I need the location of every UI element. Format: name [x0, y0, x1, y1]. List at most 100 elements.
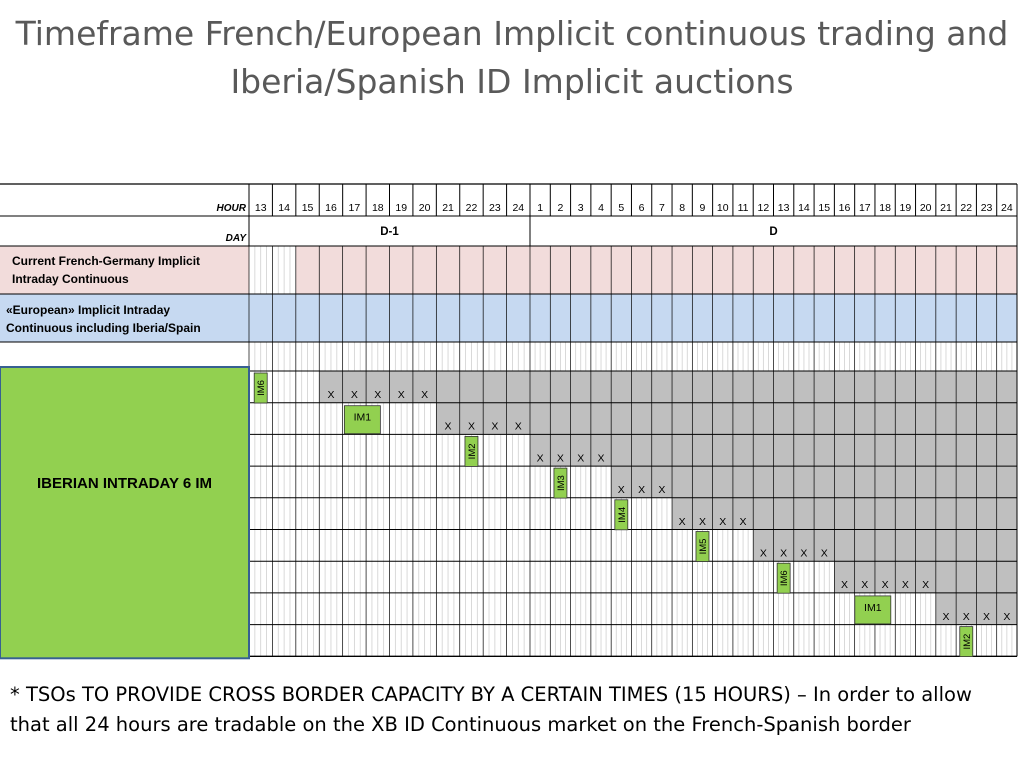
auction-blocked-area [753, 529, 1017, 562]
closed-hour-mark: X [491, 421, 498, 433]
closed-hour-mark: X [638, 484, 645, 496]
title-line-1: Timeframe French/European Implicit conti… [15, 14, 1009, 53]
hour-tick-label: 14 [798, 202, 810, 214]
footnote-line-2: that all 24 hours are tradable on the XB… [10, 713, 911, 736]
auction-marker [343, 405, 381, 435]
hour-tick-label: 11 [738, 202, 749, 214]
hour-tick-label: 16 [839, 202, 851, 214]
closed-hour-mark: X [468, 421, 475, 433]
closed-hour-mark: X [537, 452, 544, 464]
hour-tick-label: 23 [489, 202, 501, 214]
auction-marker-label: IM2 [467, 443, 478, 459]
hour-tick-label: 3 [578, 202, 584, 214]
closed-hour-mark: X [327, 389, 334, 401]
closed-hour-mark: X [861, 579, 868, 591]
closed-hour-mark: X [421, 389, 428, 401]
hour-tick-label: 23 [981, 202, 993, 214]
band-row-label-bg [0, 294, 249, 342]
hour-tick-label: 12 [758, 202, 770, 214]
band-row-label: Continuous including Iberia/Spain [6, 321, 201, 335]
auction-blocked-area [672, 497, 1017, 530]
iberian-label-block [0, 366, 250, 660]
auction-marker-label: IM1 [354, 412, 372, 424]
hour-tick-label: 18 [879, 202, 891, 214]
hour-tick-label: 20 [419, 202, 431, 214]
auction-marker-label: IM6 [256, 380, 267, 396]
auction-marker-label: IM4 [617, 507, 628, 523]
auction-blocked-area [436, 402, 1017, 435]
hour-tick-label: 13 [255, 202, 267, 214]
auction-marker-label: IM1 [864, 602, 882, 614]
auction-marker [553, 467, 568, 499]
hour-tick-label: 21 [442, 202, 454, 214]
closed-hour-mark: X [841, 579, 848, 591]
closed-hour-mark: X [577, 452, 584, 464]
auction-marker-label: IM2 [962, 634, 973, 650]
closed-hour-mark: X [445, 421, 452, 433]
day-group-label: D-1 [380, 226, 399, 238]
closed-hour-mark: X [719, 516, 726, 528]
band-row-label-bg [0, 246, 249, 294]
closed-hour-mark: X [658, 484, 665, 496]
hour-tick-label: 9 [700, 202, 706, 214]
closed-hour-mark: X [598, 452, 605, 464]
hour-label: HOUR [217, 203, 247, 214]
hour-tick-label: 19 [900, 202, 912, 214]
closed-hour-mark: X [780, 548, 787, 560]
closed-hour-mark: X [963, 611, 970, 623]
hour-tick-label: 22 [960, 202, 972, 214]
auction-blocked-area [834, 561, 1017, 593]
hour-tick-label: 5 [618, 202, 624, 214]
band-row-label: Current French-Germany Implicit [12, 254, 200, 268]
closed-hour-mark: X [902, 579, 909, 591]
hour-tick-label: 4 [598, 202, 604, 214]
closed-hour-mark: X [760, 548, 767, 560]
closed-hour-mark: X [983, 611, 990, 623]
closed-hour-mark: X [942, 611, 949, 623]
auction-marker [614, 499, 629, 531]
hour-tick-label: 8 [679, 202, 685, 214]
closed-hour-mark: X [679, 516, 686, 528]
band-row-fill [295, 246, 1017, 294]
hour-tick-label: 24 [512, 202, 524, 214]
footnote-line-1: * TSOs TO PROVIDE CROSS BORDER CAPACITY … [10, 683, 972, 706]
hour-tick-label: 24 [1001, 202, 1013, 214]
hour-tick-label: 17 [349, 202, 361, 214]
band-row-fill [249, 294, 1017, 342]
hour-tick-label: 20 [920, 202, 932, 214]
auction-marker-label: IM6 [779, 570, 790, 586]
iberian-label: IBERIAN INTRADAY 6 IM [37, 475, 212, 492]
auction-marker [253, 372, 268, 404]
auction-marker [854, 595, 892, 625]
auction-marker-label: IM5 [698, 539, 709, 555]
footnote: * TSOs TO PROVIDE CROSS BORDER CAPACITY … [10, 680, 1010, 740]
hour-tick-label: 19 [395, 202, 407, 214]
hour-tick-label: 15 [818, 202, 830, 214]
auction-blocked-area [319, 371, 1017, 403]
hour-tick-label: 21 [940, 202, 952, 214]
auction-marker [776, 562, 791, 594]
hour-tick-label: 15 [302, 202, 314, 214]
closed-hour-mark: X [618, 484, 625, 496]
hour-tick-label: 10 [717, 202, 729, 214]
closed-hour-mark: X [1003, 611, 1010, 623]
hour-tick-label: 1 [537, 202, 543, 214]
closed-hour-mark: X [557, 452, 564, 464]
title-line-2: Iberia/Spanish ID Implicit auctions [230, 62, 794, 101]
hour-tick-label: 2 [558, 202, 564, 214]
page-title: Timeframe French/European Implicit conti… [0, 10, 1024, 106]
auction-marker-label: IM3 [556, 475, 567, 491]
hour-tick-label: 6 [639, 202, 645, 214]
closed-hour-mark: X [740, 516, 747, 528]
closed-hour-mark: X [374, 389, 381, 401]
closed-hour-mark: X [800, 548, 807, 560]
hour-tick-label: 18 [372, 202, 384, 214]
closed-hour-mark: X [821, 548, 828, 560]
closed-hour-mark: X [699, 516, 706, 528]
hour-tick-label: 13 [778, 202, 790, 214]
day-group-label: D [769, 226, 777, 238]
auction-marker [464, 435, 479, 467]
hour-tick-label: 16 [325, 202, 337, 214]
closed-hour-mark: X [882, 579, 889, 591]
